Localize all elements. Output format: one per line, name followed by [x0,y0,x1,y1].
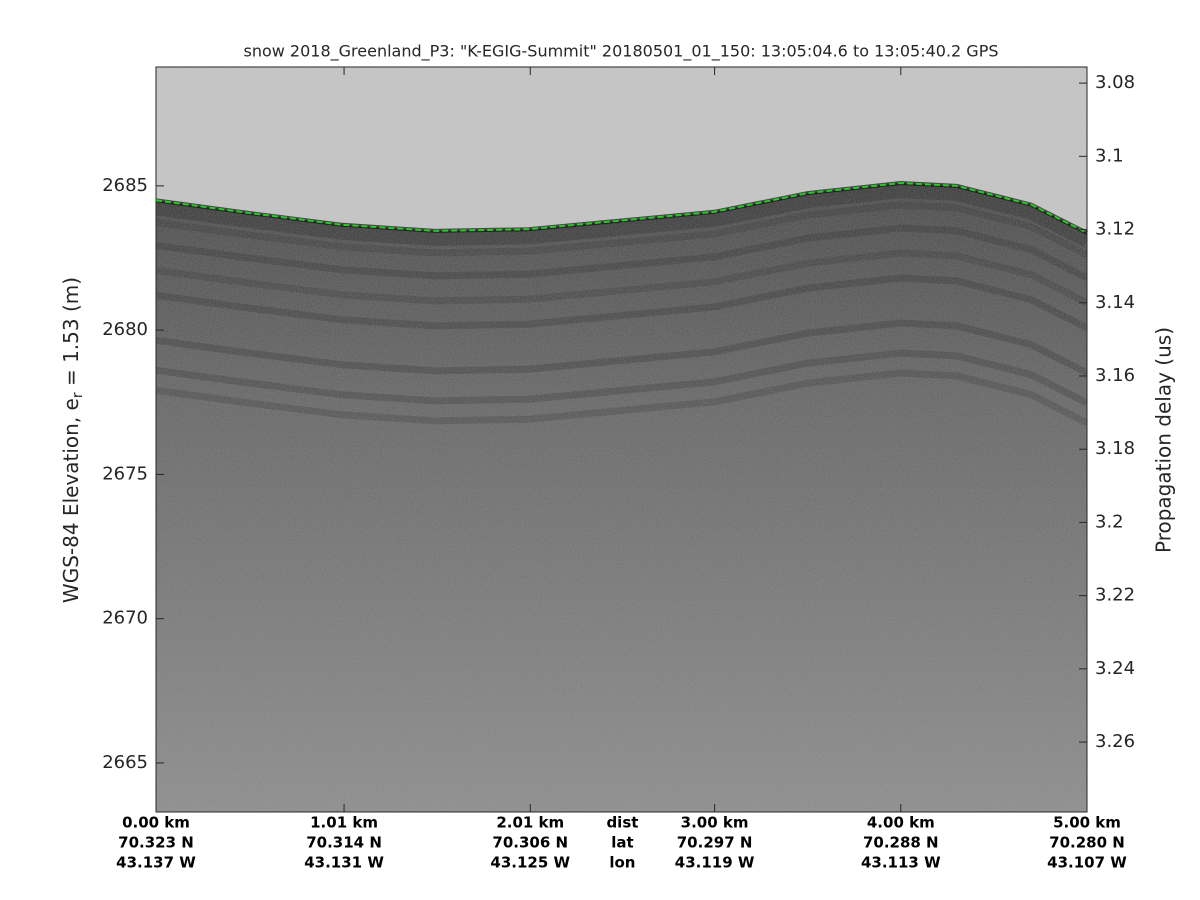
x-tick-lon: 43.107 W [1047,854,1127,872]
x-row-label: lon [609,854,635,872]
x-tick-label: 3.00 km [681,814,749,832]
x-row-label: lat [611,834,633,852]
y-tick-label: 2665 [102,752,148,773]
y2-tick-label: 3.14 [1095,292,1135,313]
noise [156,67,1087,812]
x-row-label: dist [606,814,638,832]
x-tick-lat: 70.288 N [863,834,939,852]
x-tick-label: 0.00 km [122,814,190,832]
y2-tick-label: 3.08 [1095,72,1135,93]
y-label-sub: r [70,392,86,398]
y2-tick-label: 3.2 [1095,511,1124,532]
x-tick-label: 1.01 km [310,814,378,832]
x-tick-label: 4.00 km [867,814,935,832]
y-tick-label: 2670 [102,608,148,629]
x-tick-label: 2.01 km [496,814,564,832]
y-tick-label: 2680 [102,319,148,340]
y2-tick-label: 3.24 [1095,658,1135,679]
y-label-text: WGS-84 Elevation, e [59,398,83,603]
x-tick-lon: 43.125 W [490,854,570,872]
x-tick-lat: 70.323 N [118,834,194,852]
x-tick-label: 5.00 km [1053,814,1121,832]
y-tick-label: 2675 [102,463,148,484]
x-tick-lon: 43.137 W [116,854,196,872]
y-tick-label: 2685 [102,175,148,196]
y2-tick-label: 3.16 [1095,365,1135,386]
y2-axis-label: Propagation delay (us) [1152,327,1176,553]
y-label-suffix: = 1.53 (m) [59,277,83,392]
x-tick-lat: 70.297 N [677,834,753,852]
plot-frame [155,66,1088,813]
x-tick-lon: 43.113 W [861,854,941,872]
surface-line [155,181,1088,234]
chart-title: snow 2018_Greenland_P3: "K-EGIG-Summit" … [243,42,998,62]
y2-tick-label: 3.22 [1095,585,1135,606]
y2-tick-label: 3.1 [1095,145,1124,166]
x-tick-lat: 70.280 N [1049,834,1125,852]
y2-tick-label: 3.26 [1095,731,1135,752]
x-tick-lat: 70.306 N [492,834,568,852]
y2-tick-label: 3.18 [1095,438,1135,459]
x-tick-lat: 70.314 N [306,834,382,852]
y2-tick-label: 3.12 [1095,219,1135,240]
x-tick-lon: 43.131 W [304,854,384,872]
x-tick-lon: 43.119 W [675,854,755,872]
y-axis-label: WGS-84 Elevation, er = 1.53 (m) [59,277,87,603]
